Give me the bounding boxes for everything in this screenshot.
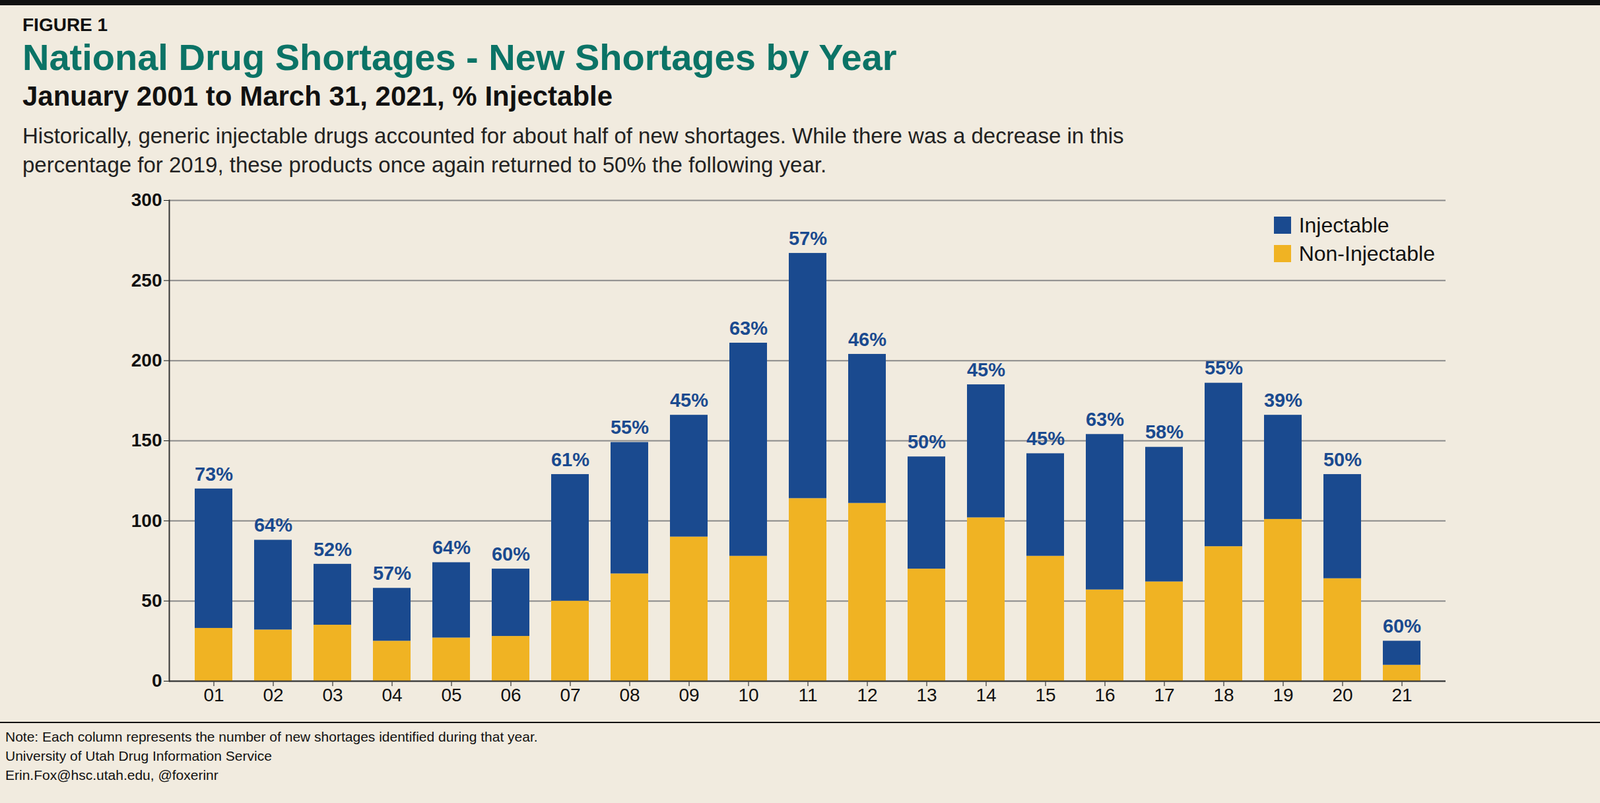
svg-text:20: 20 bbox=[1332, 684, 1353, 705]
svg-text:63%: 63% bbox=[1085, 408, 1125, 430]
svg-text:15: 15 bbox=[1034, 684, 1056, 705]
svg-text:200: 200 bbox=[131, 349, 163, 371]
svg-text:21: 21 bbox=[1391, 684, 1412, 705]
svg-text:16: 16 bbox=[1094, 684, 1115, 705]
html-text:University of Utah Drug Inform: University of Utah Drug Information Serv… bbox=[5, 747, 272, 764]
svg-text:64%: 64% bbox=[432, 536, 471, 558]
svg-text:100: 100 bbox=[131, 509, 163, 531]
svg-text:13: 13 bbox=[916, 684, 937, 705]
svg-text:300: 300 bbox=[131, 189, 163, 210]
svg-text:55%: 55% bbox=[610, 416, 649, 438]
svg-text:14: 14 bbox=[975, 684, 997, 705]
html-text:January 2001 to March 31, 2021: January 2001 to March 31, 2021, % Inject… bbox=[22, 80, 613, 112]
svg-text:250: 250 bbox=[131, 269, 163, 290]
svg-text:05: 05 bbox=[440, 684, 462, 705]
html-text:Injectable: Injectable bbox=[1298, 213, 1390, 237]
svg-text:64%: 64% bbox=[254, 514, 293, 536]
svg-text:50%: 50% bbox=[907, 431, 946, 453]
svg-text:02: 02 bbox=[262, 684, 284, 705]
html-text:National Drug Shortages - New: National Drug Shortages - New Shortages … bbox=[22, 36, 897, 78]
svg-text:11: 11 bbox=[798, 684, 818, 705]
svg-text:18: 18 bbox=[1213, 684, 1234, 705]
svg-text:45%: 45% bbox=[669, 389, 709, 411]
svg-text:03: 03 bbox=[322, 684, 343, 705]
html-text:Erin.Fox@hsc.utah.edu, @foxeri: Erin.Fox@hsc.utah.edu, @foxerinr bbox=[5, 767, 219, 783]
html-text:FIGURE 1: FIGURE 1 bbox=[22, 14, 108, 35]
svg-text:04: 04 bbox=[381, 684, 402, 705]
svg-text:08: 08 bbox=[619, 684, 640, 705]
svg-text:10: 10 bbox=[737, 684, 759, 705]
svg-text:57%: 57% bbox=[788, 227, 828, 249]
html-text:Non-Injectable: Non-Injectable bbox=[1298, 241, 1435, 266]
svg-text:50: 50 bbox=[141, 590, 162, 611]
svg-text:63%: 63% bbox=[729, 316, 768, 338]
html-text:Note: Each column represents t: Note: Each column represents the number … bbox=[5, 728, 538, 744]
svg-text:45%: 45% bbox=[1026, 427, 1065, 449]
svg-text:73%: 73% bbox=[194, 462, 234, 484]
svg-text:60%: 60% bbox=[491, 543, 531, 565]
svg-text:45%: 45% bbox=[966, 359, 1006, 381]
svg-text:50%: 50% bbox=[1323, 448, 1362, 470]
svg-text:19: 19 bbox=[1272, 684, 1294, 705]
svg-text:0: 0 bbox=[151, 669, 163, 691]
svg-text:55%: 55% bbox=[1204, 357, 1243, 379]
svg-text:01: 01 bbox=[203, 684, 224, 705]
svg-text:52%: 52% bbox=[313, 537, 352, 560]
svg-text:07: 07 bbox=[559, 684, 581, 705]
svg-text:17: 17 bbox=[1153, 684, 1175, 705]
svg-text:58%: 58% bbox=[1145, 421, 1184, 443]
svg-text:12: 12 bbox=[856, 684, 878, 705]
svg-text:09: 09 bbox=[678, 684, 700, 705]
svg-text:61%: 61% bbox=[551, 448, 590, 470]
svg-text:57%: 57% bbox=[372, 562, 412, 584]
svg-text:60%: 60% bbox=[1382, 615, 1422, 637]
svg-text:39%: 39% bbox=[1264, 389, 1303, 411]
svg-text:06: 06 bbox=[500, 684, 521, 705]
svg-text:150: 150 bbox=[131, 429, 163, 451]
svg-text:46%: 46% bbox=[848, 328, 887, 350]
html-text:Historically, generic injectab: Historically, generic injectable drugs a… bbox=[22, 123, 1124, 177]
